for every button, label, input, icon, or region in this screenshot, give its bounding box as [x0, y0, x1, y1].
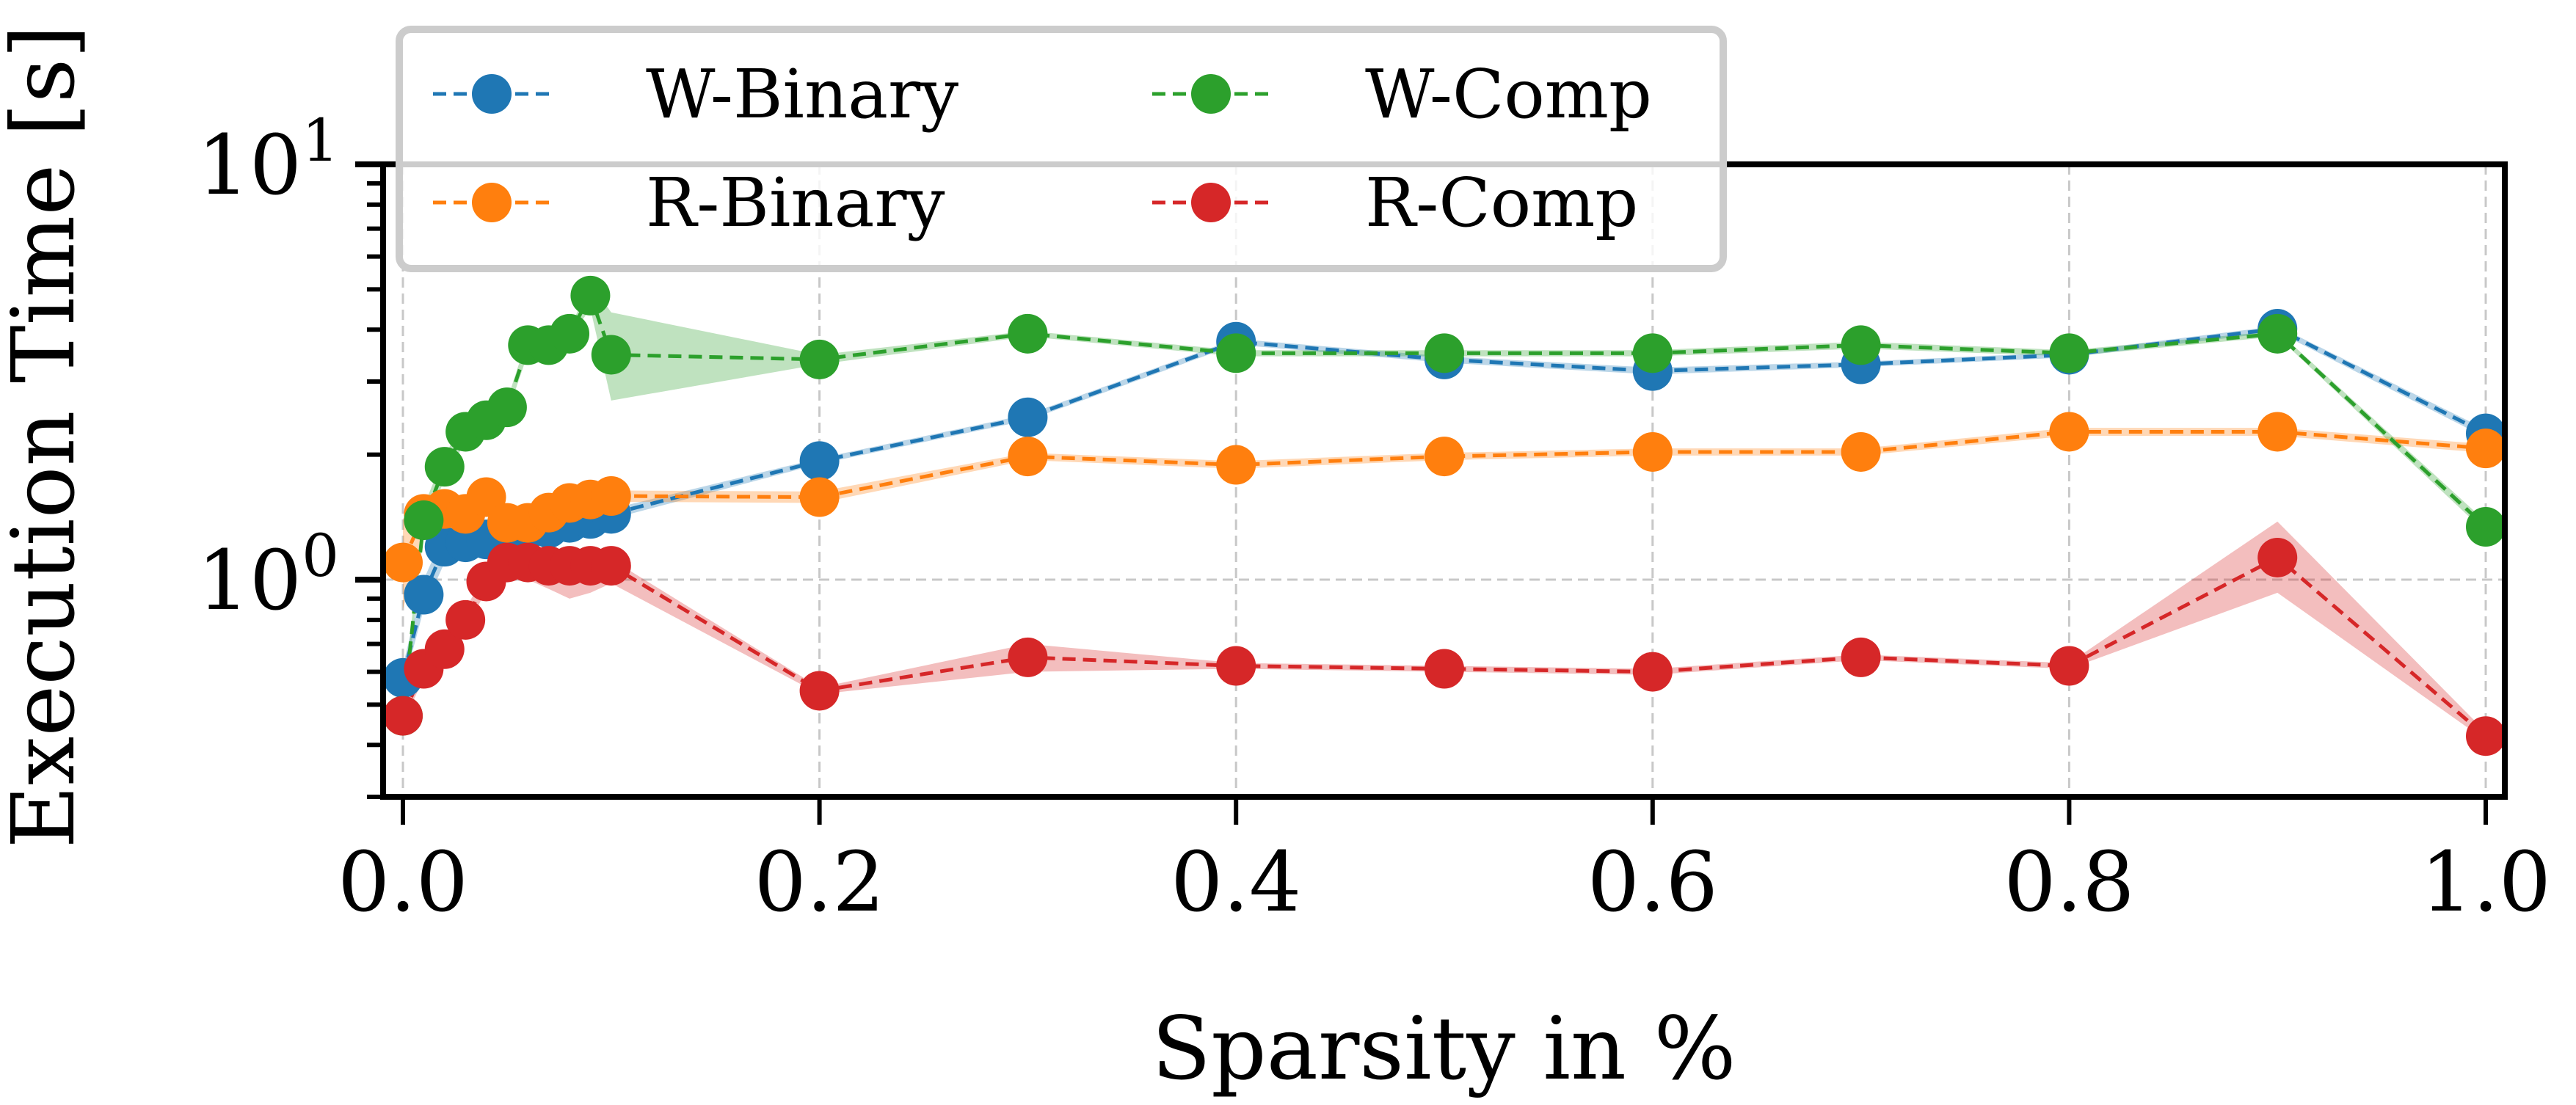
- x-tick-label: 0.8: [2004, 835, 2134, 930]
- point-w-comp: [1008, 313, 1048, 354]
- point-r-comp: [1841, 637, 1881, 677]
- point-r-binary: [1632, 431, 1673, 472]
- point-w-comp: [570, 275, 611, 316]
- point-w-comp: [404, 500, 444, 541]
- point-w-comp: [2466, 507, 2506, 547]
- point-r-binary: [591, 476, 631, 517]
- y-ticks: [355, 161, 383, 799]
- point-r-comp: [1008, 637, 1048, 677]
- point-r-comp: [424, 629, 465, 669]
- point-r-binary: [1425, 437, 1464, 477]
- point-w-comp: [1632, 333, 1673, 373]
- x-tick-label: 0.6: [1587, 835, 1718, 930]
- point-w-binary: [799, 441, 840, 481]
- legend-marker-r-binary: [472, 183, 512, 222]
- point-w-comp: [2049, 333, 2089, 373]
- point-r-comp: [1425, 649, 1464, 689]
- x-tick-label: 0.0: [338, 835, 468, 930]
- point-r-binary: [2049, 412, 2089, 452]
- legend: W-Binary R-Binary W-Comp R-Comp: [396, 26, 1727, 272]
- point-r-binary: [1008, 437, 1048, 477]
- point-r-binary: [2257, 412, 2298, 452]
- y-tick-label: 101: [197, 106, 339, 214]
- point-r-binary: [383, 542, 423, 583]
- legend-box: [396, 26, 1727, 272]
- x-tick-labels: 0.0 0.2 0.4 0.6 0.8 1.0: [338, 835, 2551, 930]
- y-tick-label: 100: [197, 522, 339, 629]
- legend-label-r-comp: R-Comp: [1365, 164, 1638, 242]
- point-w-comp: [799, 339, 840, 379]
- point-r-binary: [1216, 445, 1256, 485]
- x-tick-label: 1.0: [2420, 835, 2551, 930]
- x-tick-label: 0.4: [1171, 835, 1301, 930]
- band-r-binary: [403, 428, 2486, 609]
- point-r-comp: [2257, 537, 2298, 577]
- point-r-comp: [2049, 646, 2089, 686]
- point-r-comp: [1632, 652, 1673, 692]
- legend-marker-r-comp: [1191, 183, 1231, 222]
- point-r-comp: [445, 599, 486, 640]
- point-r-binary: [799, 477, 840, 517]
- legend-label-r-binary: R-Binary: [646, 164, 945, 242]
- line-r-comp: [401, 555, 2487, 738]
- point-w-comp: [1216, 333, 1256, 373]
- legend-label-w-comp: W-Comp: [1365, 55, 1652, 134]
- point-r-comp: [1216, 646, 1256, 686]
- series-points: [383, 275, 2506, 756]
- point-r-binary: [1841, 431, 1881, 472]
- point-r-binary: [2466, 428, 2506, 469]
- point-r-comp: [799, 671, 840, 711]
- x-axis-label: Sparsity in %: [1151, 998, 1736, 1099]
- y-axis-label: Execution Time [s]: [0, 25, 94, 849]
- point-r-comp: [591, 546, 631, 586]
- point-w-comp: [550, 313, 590, 354]
- point-w-comp: [2257, 313, 2298, 354]
- x-ticks: [401, 797, 2488, 825]
- y-tick-labels: 100 101: [197, 106, 339, 629]
- point-w-comp: [1425, 333, 1464, 373]
- legend-marker-w-binary: [472, 74, 512, 114]
- legend-label-w-binary: W-Binary: [646, 55, 958, 134]
- point-w-comp: [424, 447, 465, 487]
- band-r-comp: [403, 521, 2486, 741]
- point-w-binary: [404, 575, 444, 615]
- point-w-comp: [1841, 325, 1881, 365]
- x-tick-label: 0.2: [754, 835, 885, 930]
- legend-marker-w-comp: [1191, 74, 1231, 114]
- point-w-comp: [591, 335, 631, 375]
- band-w-comp: [403, 282, 2486, 724]
- point-w-binary: [1008, 397, 1048, 437]
- point-r-comp: [2466, 716, 2506, 756]
- point-w-comp: [487, 387, 527, 428]
- point-r-comp: [383, 696, 423, 736]
